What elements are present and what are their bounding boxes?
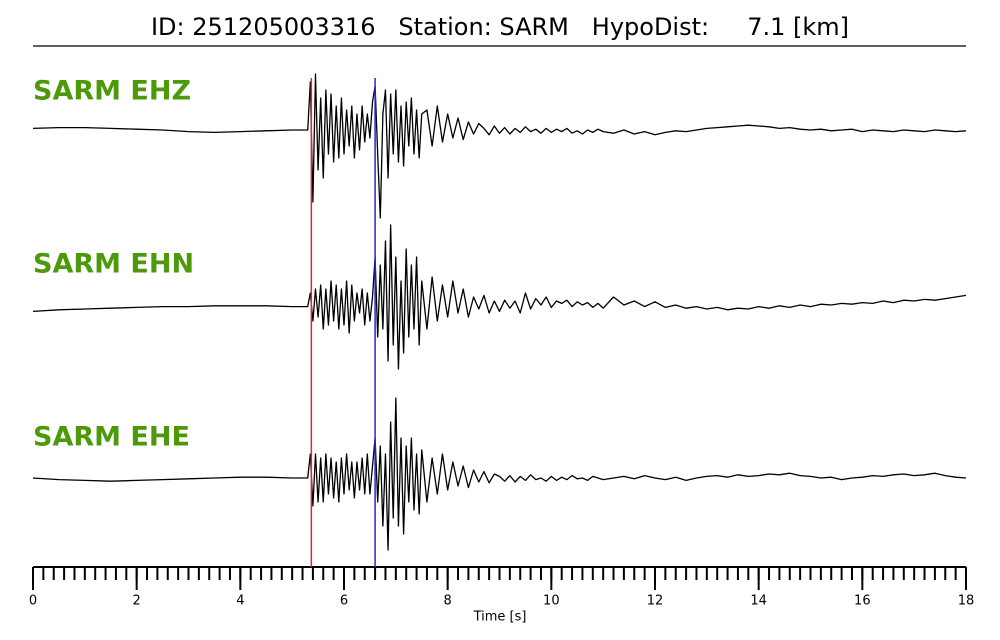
x-axis-label: Time [s] <box>473 610 527 625</box>
x-tick-label: 10 <box>543 594 560 609</box>
x-tick-label: 8 <box>444 594 452 609</box>
trace-label: SARM EHN <box>33 249 194 280</box>
x-tick-label: 16 <box>854 594 871 609</box>
x-tick-label: 4 <box>236 594 244 609</box>
waveform <box>32 397 967 551</box>
x-tick-label: 6 <box>340 594 348 609</box>
chart-title: ID: 251205003316 Station: SARM HypoDist:… <box>151 13 849 41</box>
x-tick-label: 2 <box>133 594 141 609</box>
x-tick-label: 14 <box>750 594 767 609</box>
waveform <box>32 73 967 219</box>
trace-label: SARM EHZ <box>33 76 191 107</box>
x-tick-label: 12 <box>647 594 664 609</box>
x-tick-label: 18 <box>958 594 975 609</box>
trace-label: SARM EHE <box>33 422 190 453</box>
waveform <box>32 224 967 370</box>
x-tick-label: 0 <box>29 594 37 609</box>
